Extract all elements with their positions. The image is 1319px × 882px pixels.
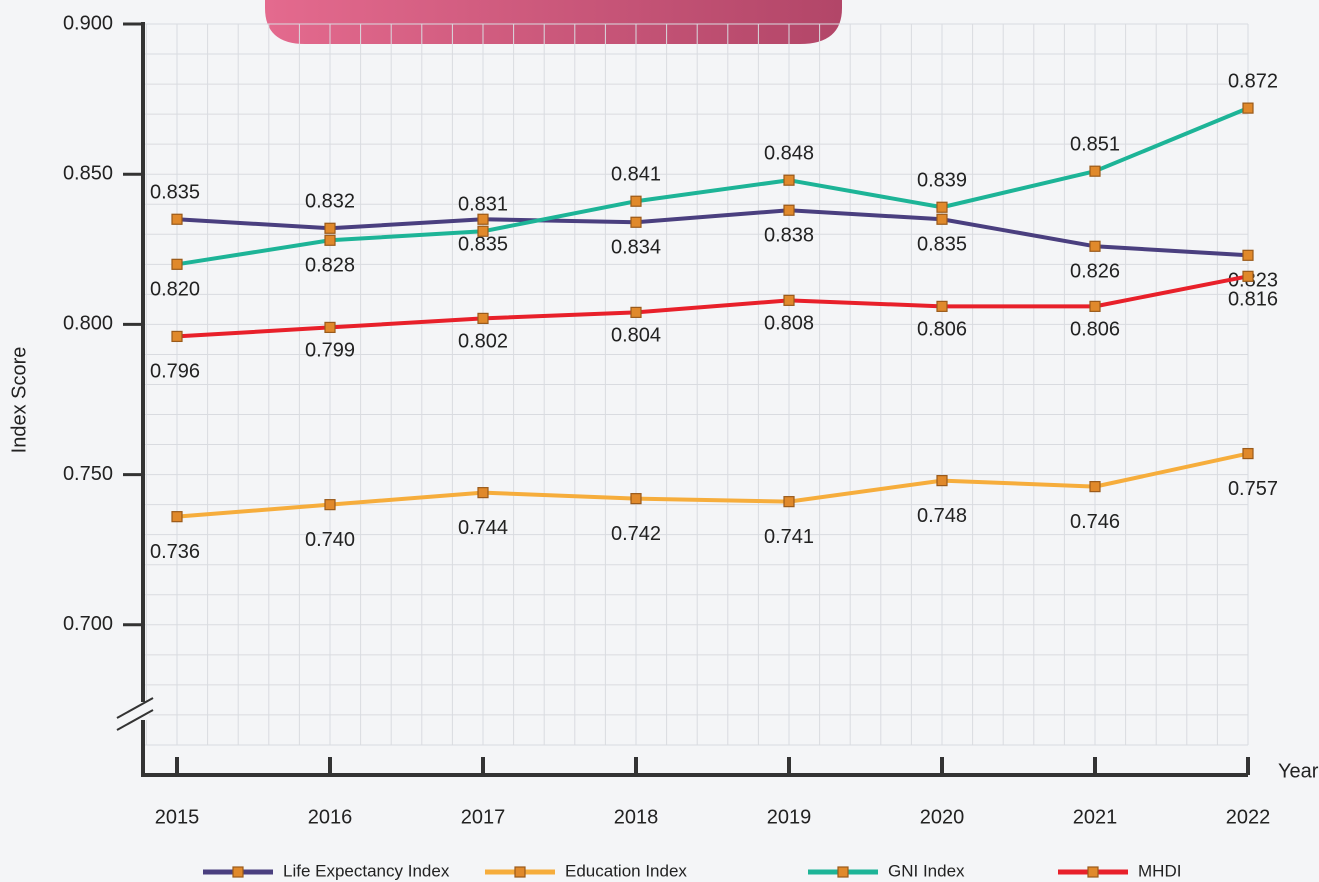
axes: 0.700 0.750 0.800 0.850 0.900 2015 2016 2017 201… xyxy=(63,12,1270,828)
point-marker xyxy=(477,312,489,324)
x-tick-label: 2018 xyxy=(614,806,659,828)
data-label: 0.831 xyxy=(458,194,508,216)
x-tick-label: 2016 xyxy=(308,806,353,828)
y-tick-label: 0.750 xyxy=(63,463,113,485)
data-label: 0.806 xyxy=(917,319,967,341)
point-marker xyxy=(477,225,489,237)
point-marker xyxy=(171,213,183,225)
data-label: 0.835 xyxy=(917,234,967,256)
data-label: 0.835 xyxy=(458,234,508,256)
point-marker xyxy=(324,222,336,234)
axis-break xyxy=(116,697,154,719)
axis-break xyxy=(116,709,154,731)
series-line xyxy=(176,451,1249,519)
point-marker xyxy=(783,294,795,306)
point-marker xyxy=(630,216,642,228)
data-label: 0.826 xyxy=(1070,261,1120,283)
legend-marker xyxy=(514,866,526,878)
data-label: 0.740 xyxy=(305,529,355,551)
point-marker xyxy=(783,204,795,216)
point-marker xyxy=(324,499,336,511)
point-marker xyxy=(171,330,183,343)
series-line xyxy=(176,208,1249,258)
data-label: 0.736 xyxy=(150,541,200,563)
y-tick-label: 0.900 xyxy=(63,12,113,34)
y-tick-label: 0.800 xyxy=(63,313,113,335)
header-decoration xyxy=(265,0,842,44)
legend-label: Life Expectancy Index xyxy=(283,861,450,880)
point-marker xyxy=(1242,249,1254,261)
data-label: 0.832 xyxy=(305,191,355,213)
point-marker xyxy=(936,475,948,487)
point-marker xyxy=(630,195,642,207)
data-label: 0.802 xyxy=(458,331,508,353)
point-marker xyxy=(477,487,489,499)
point-marker xyxy=(630,306,642,318)
grid xyxy=(143,23,1249,746)
data-label: 0.757 xyxy=(1228,478,1278,500)
x-tick-label: 2021 xyxy=(1073,806,1118,828)
x-tick-label: 2015 xyxy=(155,806,200,828)
point-marker xyxy=(1089,165,1101,177)
x-tick-label: 2017 xyxy=(461,806,506,828)
x-tick-label: 2022 xyxy=(1226,806,1271,828)
legend-label: Education Index xyxy=(565,861,687,880)
point-marker xyxy=(1242,447,1254,460)
data-label: 0.839 xyxy=(917,170,967,192)
x-tick-label: 2019 xyxy=(767,806,812,828)
axis-break-gap xyxy=(137,702,149,720)
point-marker xyxy=(1089,481,1101,493)
point-marker xyxy=(1242,102,1254,114)
data-label: 0.816 xyxy=(1228,289,1278,311)
point-marker xyxy=(1242,270,1254,282)
data-label: 0.872 xyxy=(1228,70,1278,92)
data-label: 0.796 xyxy=(150,361,200,383)
legend-label: MHDI xyxy=(1138,861,1181,880)
point-marker xyxy=(324,234,336,246)
y-tick-label: 0.850 xyxy=(63,162,113,184)
data-label: 0.799 xyxy=(305,340,355,362)
point-marker xyxy=(171,511,183,523)
legend-marker xyxy=(232,866,244,878)
point-marker xyxy=(936,213,948,225)
legend-marker xyxy=(1087,866,1099,878)
point-marker xyxy=(936,300,948,312)
point-marker xyxy=(783,174,795,186)
point-marker xyxy=(324,321,336,334)
data-label: 0.742 xyxy=(611,523,661,545)
x-tick-label: 2020 xyxy=(920,806,965,828)
y-tick-label: 0.700 xyxy=(63,613,113,635)
data-label: 0.848 xyxy=(764,142,814,164)
x-axis-label: Year xyxy=(1278,760,1319,782)
point-marker xyxy=(171,258,183,270)
point-marker xyxy=(477,213,489,225)
data-label: 0.851 xyxy=(1070,133,1120,155)
data-label: 0.806 xyxy=(1070,319,1120,341)
point-marker xyxy=(936,201,948,213)
data-label: 0.820 xyxy=(150,279,200,301)
data-label: 0.841 xyxy=(611,164,661,186)
data-label: 0.835 xyxy=(150,182,200,204)
data-label: 0.748 xyxy=(917,505,967,527)
series-line xyxy=(176,274,1249,339)
data-label: 0.808 xyxy=(764,313,814,335)
data-label: 0.828 xyxy=(305,255,355,277)
series-line xyxy=(176,106,1249,267)
legend-label: GNI Index xyxy=(888,861,965,880)
point-marker xyxy=(1089,240,1101,252)
data-label: 0.804 xyxy=(611,325,661,347)
data-label: 0.834 xyxy=(611,237,661,259)
point-marker xyxy=(1089,300,1101,312)
point-marker xyxy=(630,493,642,505)
plot: 0.8350.8320.8350.8340.8380.8350.8260.823… xyxy=(150,70,1278,563)
data-label: 0.746 xyxy=(1070,511,1120,533)
legend-marker xyxy=(837,866,849,878)
y-axis-label: Index Score xyxy=(8,347,30,454)
data-label: 0.838 xyxy=(764,225,814,247)
data-label: 0.741 xyxy=(764,526,814,548)
data-label: 0.744 xyxy=(458,517,508,539)
point-marker xyxy=(783,496,795,508)
